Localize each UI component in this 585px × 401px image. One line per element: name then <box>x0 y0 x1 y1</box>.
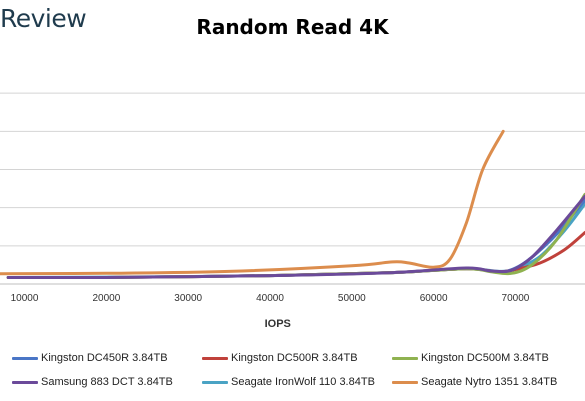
series-line-5 <box>0 129 505 276</box>
legend-label-0: Kingston DC450R 3.84TB <box>41 352 168 364</box>
legend-swatch-2 <box>392 356 418 360</box>
legend-label-5: Seagate Nytro 1351 3.84TB <box>421 376 558 388</box>
legend-swatch-3 <box>12 380 38 384</box>
series-line-0 <box>6 198 585 280</box>
legend-item-5: Seagate Nytro 1351 3.84TB <box>392 376 557 388</box>
legend-item-4: Seagate IronWolf 110 3.84TB <box>202 376 375 388</box>
legend-label-2: Kingston DC500M 3.84TB <box>421 352 549 364</box>
x-tick-label-2: 30000 <box>174 293 202 304</box>
legend-item-2: Kingston DC500M 3.84TB <box>392 352 549 364</box>
legend-label-4: Seagate IronWolf 110 3.84TB <box>231 376 375 388</box>
x-tick-label-3: 40000 <box>256 293 284 304</box>
x-tick-label-5: 60000 <box>420 293 448 304</box>
gridlines <box>0 92 585 285</box>
x-tick-label-6: 70000 <box>502 293 530 304</box>
legend-swatch-5 <box>392 380 418 384</box>
chart-title-text: Random Read 4K <box>196 15 389 39</box>
legend-swatch-1 <box>202 356 228 360</box>
x-tick-label-4: 50000 <box>338 293 366 304</box>
x-tick-label-1: 20000 <box>92 293 120 304</box>
series-lines <box>0 129 585 280</box>
series-line-3 <box>6 194 585 280</box>
legend-item-0: Kingston DC450R 3.84TB <box>12 352 168 364</box>
chart-title: Random Read 4K <box>0 15 585 39</box>
brand-logo: Review <box>0 4 87 33</box>
legend-label-1: Kingston DC500R 3.84TB <box>231 352 358 364</box>
legend-item-1: Kingston DC500R 3.84TB <box>202 352 358 364</box>
legend-label-3: Samsung 883 DCT 3.84TB <box>41 376 173 388</box>
legend-swatch-4 <box>202 380 228 384</box>
legend-swatch-0 <box>12 356 38 360</box>
series-line-4 <box>6 202 585 279</box>
x-axis-label: IOPS <box>265 318 291 330</box>
series-line-2 <box>6 192 585 280</box>
x-axis-ticks: 10000 20000 30000 40000 50000 60000 70000 <box>11 293 530 304</box>
x-tick-label-0: 10000 <box>11 293 39 304</box>
legend-item-3: Samsung 883 DCT 3.84TB <box>12 376 173 388</box>
